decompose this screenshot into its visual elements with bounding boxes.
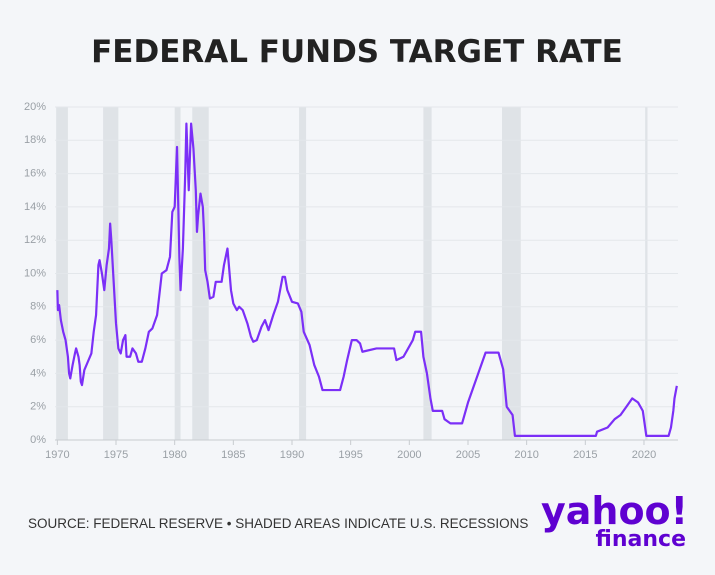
y-tick-label: 20% [24, 101, 46, 113]
rate-line [56, 122, 678, 437]
x-tick-label: 1975 [104, 449, 128, 461]
x-tick-label: 1990 [280, 449, 304, 461]
y-tick-label: 16% [24, 168, 46, 180]
x-tick-label: 1985 [221, 449, 245, 461]
x-tick-label: 2005 [456, 449, 480, 461]
x-tick-label: 2020 [632, 449, 656, 461]
y-tick-label: 18% [24, 134, 46, 146]
logo-product: finance [596, 527, 686, 552]
x-tick-label: 1970 [45, 449, 69, 461]
y-tick-label: 8% [30, 301, 46, 313]
y-tick-label: 2% [30, 401, 46, 413]
y-tick-label: 14% [24, 201, 46, 213]
x-tick-label: 2010 [514, 449, 538, 461]
x-tick-label: 1995 [338, 449, 362, 461]
x-tick-label: 2000 [397, 449, 421, 461]
y-tick-label: 10% [24, 267, 46, 279]
y-tick-label: 4% [30, 367, 46, 379]
chart-title: FEDERAL FUNDS TARGET RATE [91, 34, 623, 70]
x-tick-label: 2015 [573, 449, 597, 461]
y-tick-label: 12% [24, 234, 46, 246]
x-tick-label: 1980 [162, 449, 186, 461]
logo-brand: yahoo! [541, 489, 688, 533]
source-note: SOURCE: FEDERAL RESERVE • SHADED AREAS I… [28, 516, 528, 531]
y-tick-label: 0% [30, 434, 46, 446]
y-tick-label: 6% [30, 334, 46, 346]
